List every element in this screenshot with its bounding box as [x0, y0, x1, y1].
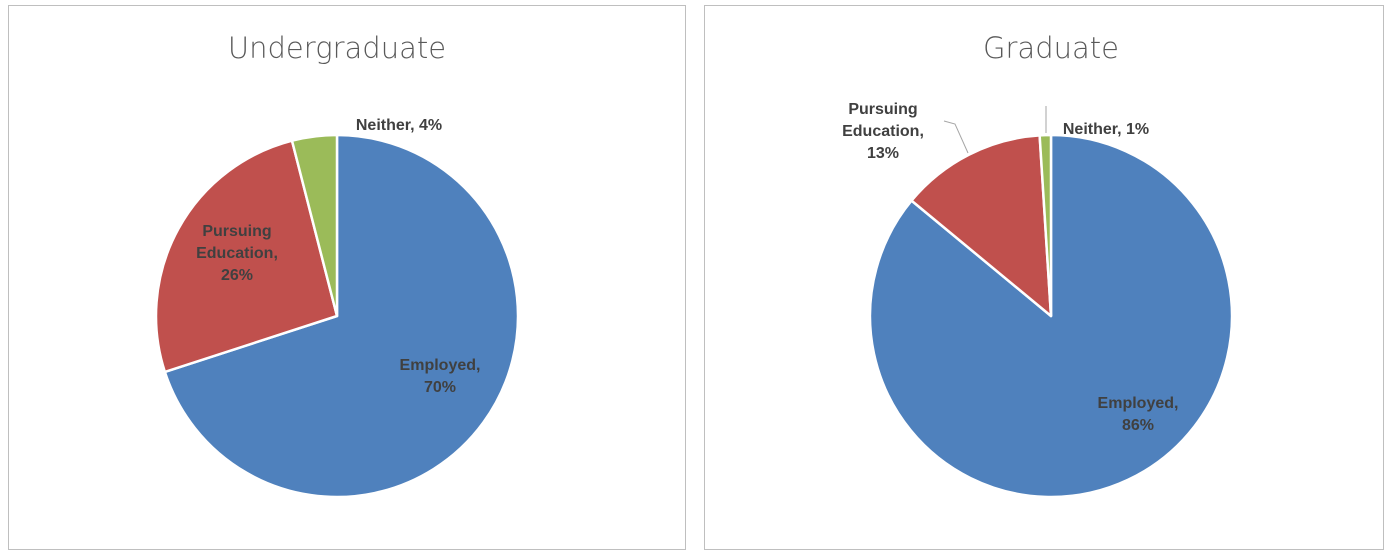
chart-title: Undergraduate [228, 31, 446, 65]
data-label: Neither, 4% [355, 117, 443, 134]
data-label: Employed, 70% [399, 357, 481, 396]
pie-slice [163, 133, 520, 499]
data-label: Pursuing Education, 26% [196, 223, 278, 284]
data-label: Pursuing Education, 13% [842, 101, 924, 162]
chart-title: Graduate [983, 31, 1119, 65]
leader-line [943, 120, 969, 154]
pie-slice [290, 133, 339, 318]
pie-slice [154, 139, 339, 374]
pie-slice [910, 134, 1053, 318]
data-label: Employed, 86% [1097, 395, 1179, 434]
data-label: Neither, 1% [1062, 121, 1150, 138]
pie-slice [1038, 133, 1053, 318]
